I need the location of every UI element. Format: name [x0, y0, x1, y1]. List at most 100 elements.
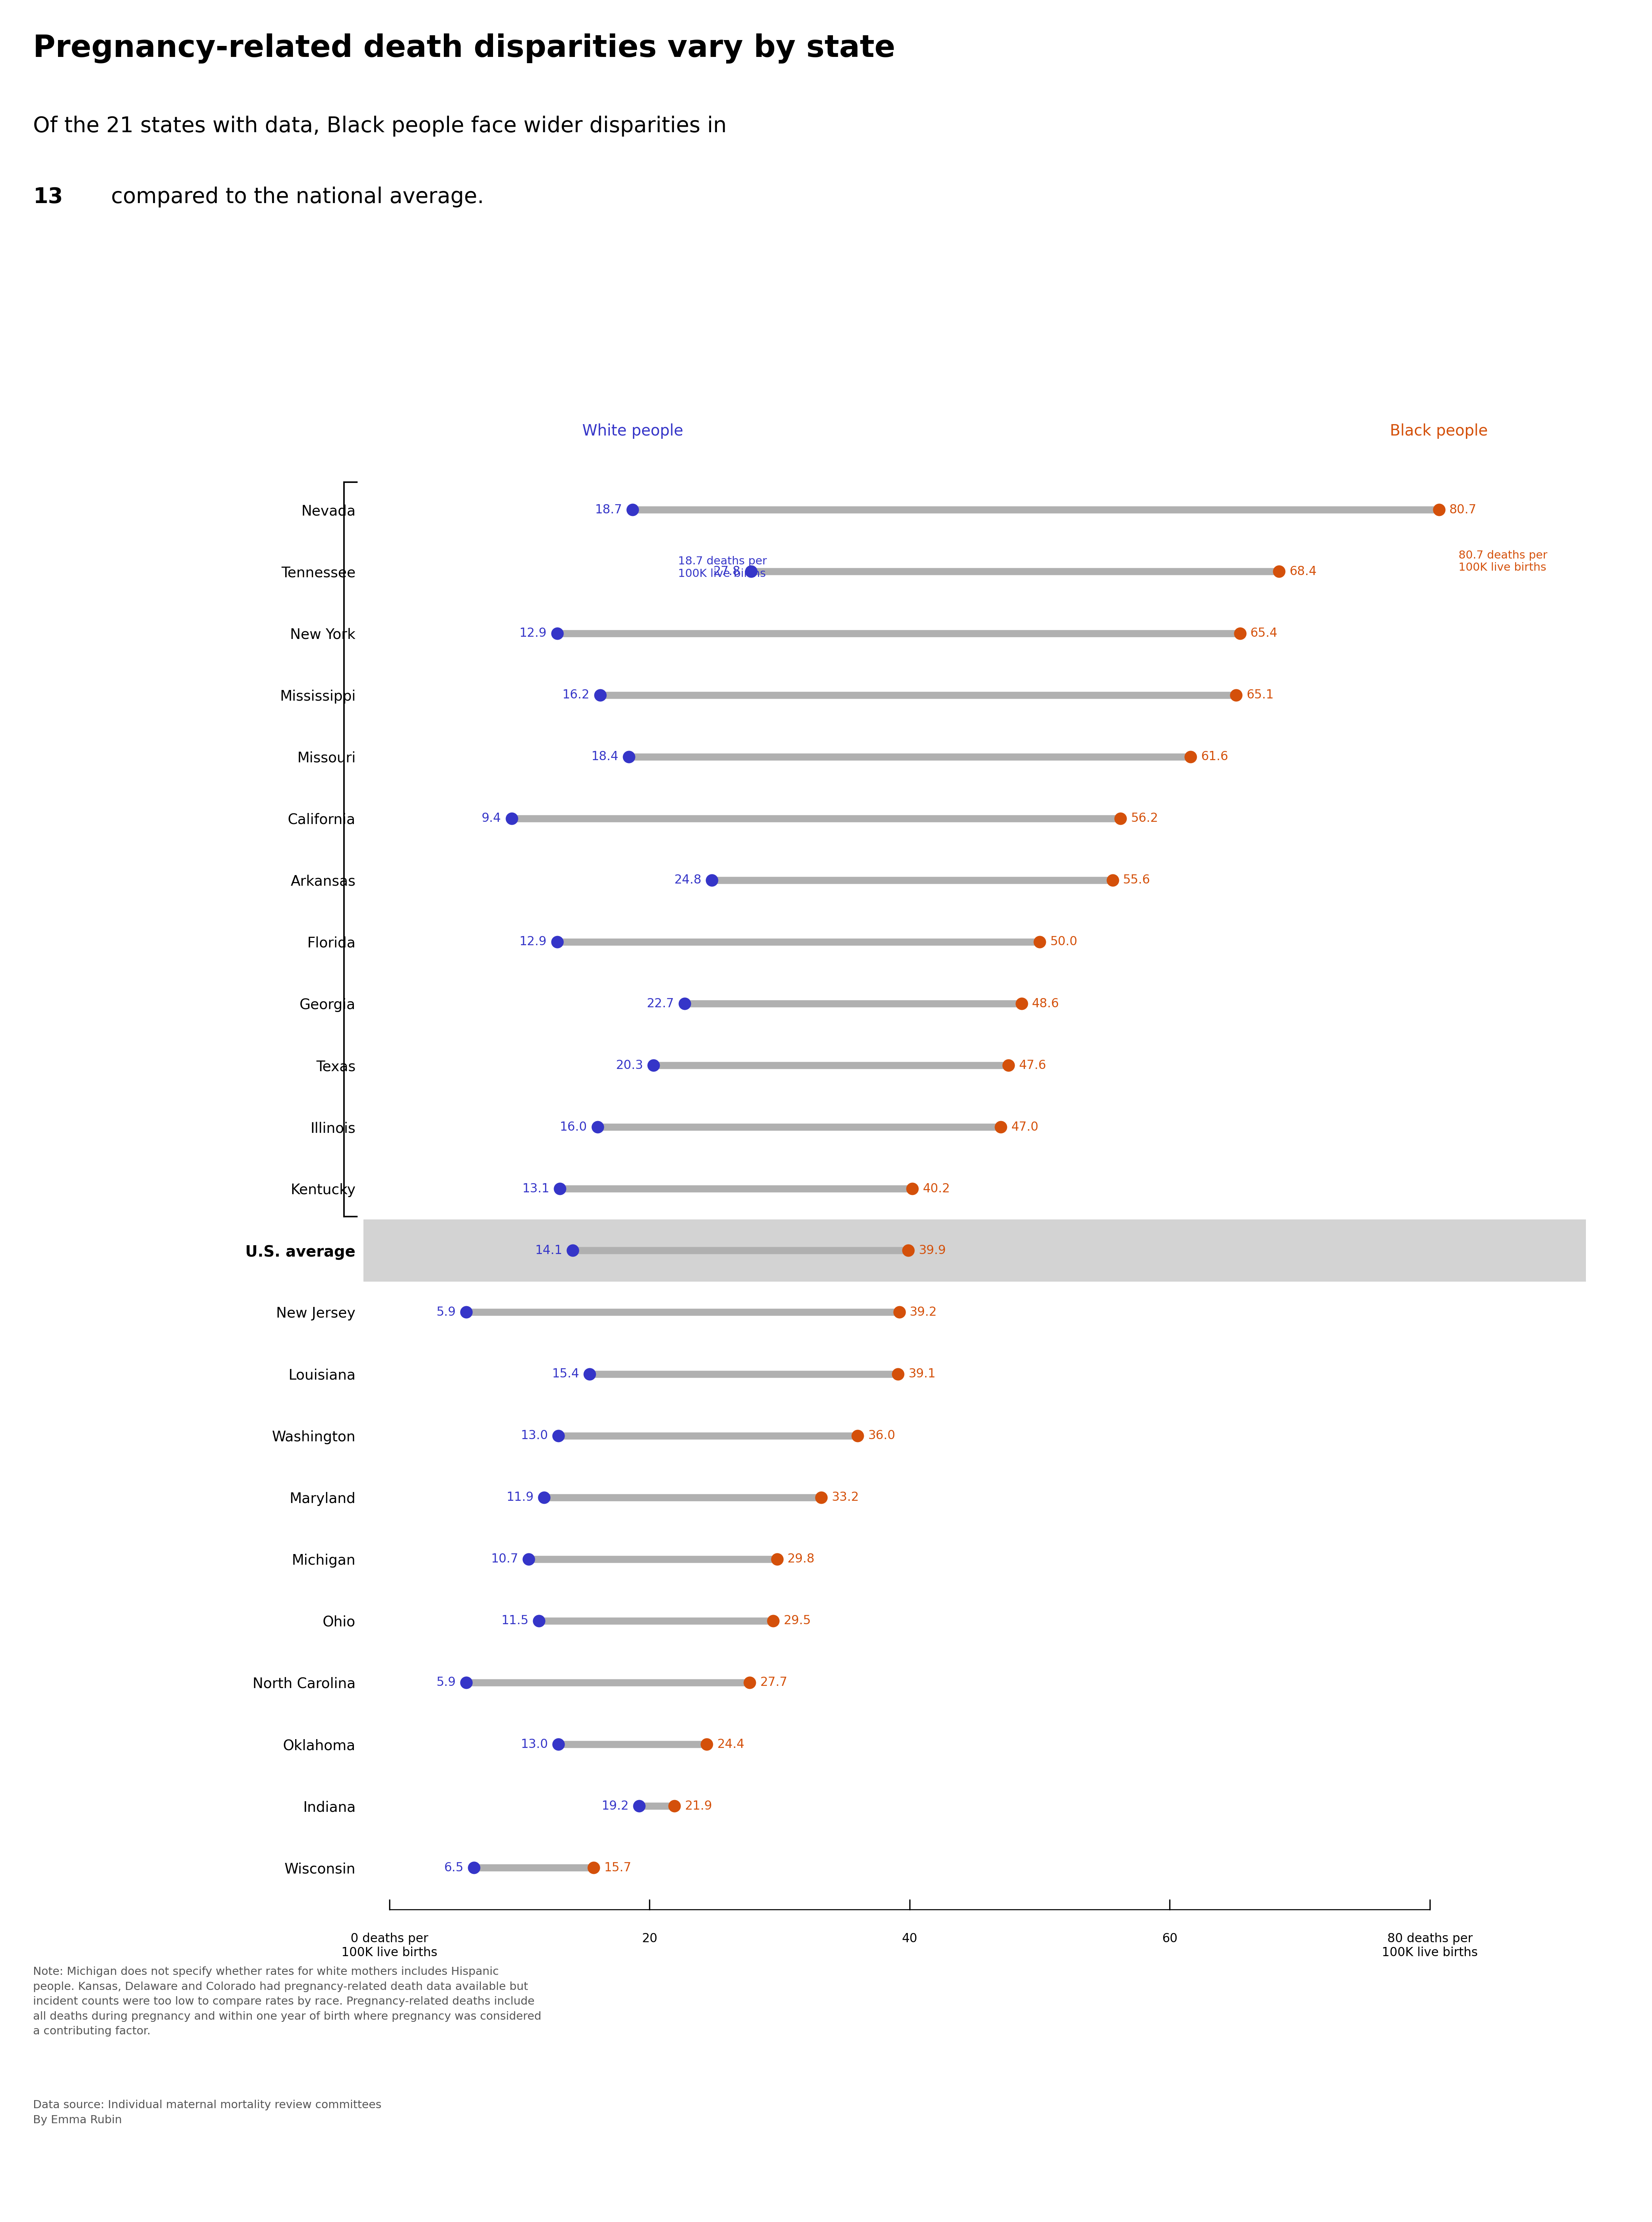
Text: Black people: Black people — [1389, 424, 1488, 440]
Point — [586, 678, 613, 713]
Text: Pregnancy-related death disparities vary by state: Pregnancy-related death disparities vary… — [33, 33, 895, 64]
Point — [808, 1480, 834, 1515]
Point — [995, 1047, 1021, 1082]
Point — [661, 1789, 687, 1824]
Text: 5.9: 5.9 — [436, 1675, 456, 1689]
Point — [547, 1171, 573, 1207]
Point — [1227, 615, 1254, 651]
Bar — [363, 1220, 1586, 1282]
Text: 20.3: 20.3 — [616, 1060, 643, 1071]
Point — [580, 1851, 606, 1886]
Text: 11.5: 11.5 — [501, 1615, 529, 1627]
Point — [1222, 678, 1249, 713]
Point — [544, 924, 570, 960]
Text: 21.9: 21.9 — [684, 1800, 712, 1813]
Point — [1178, 740, 1204, 775]
Text: 65.4: 65.4 — [1251, 627, 1277, 640]
Text: 13: 13 — [33, 187, 63, 207]
Text: 60: 60 — [1161, 1933, 1178, 1944]
Point — [585, 1109, 611, 1144]
Text: 80 deaths per
100K live births: 80 deaths per 100K live births — [1381, 1933, 1479, 1958]
Text: Data source: Individual maternal mortality review committees
By Emma Rubin: Data source: Individual maternal mortali… — [33, 2100, 382, 2124]
Text: 40.2: 40.2 — [923, 1182, 950, 1195]
Text: 39.1: 39.1 — [909, 1369, 935, 1380]
Text: 48.6: 48.6 — [1032, 998, 1059, 1009]
Text: 12.9: 12.9 — [519, 935, 547, 949]
Text: 61.6: 61.6 — [1201, 751, 1229, 762]
Text: 65.1: 65.1 — [1247, 689, 1274, 702]
Text: 18.7 deaths per
100K live births: 18.7 deaths per 100K live births — [679, 556, 767, 580]
Text: 68.4: 68.4 — [1290, 564, 1317, 578]
Text: 27.7: 27.7 — [760, 1675, 788, 1689]
Text: 12.9: 12.9 — [519, 627, 547, 640]
Text: 15.7: 15.7 — [605, 1862, 631, 1873]
Text: 39.2: 39.2 — [910, 1307, 937, 1318]
Text: 18.7: 18.7 — [595, 504, 623, 516]
Point — [738, 553, 765, 589]
Text: 56.2: 56.2 — [1130, 813, 1158, 824]
Text: 13.0: 13.0 — [520, 1429, 548, 1442]
Text: 36.0: 36.0 — [867, 1429, 895, 1442]
Text: Note: Michigan does not specify whether rates for white mothers includes Hispani: Note: Michigan does not specify whether … — [33, 1966, 542, 2038]
Text: 27.8: 27.8 — [714, 564, 740, 578]
Text: 33.2: 33.2 — [831, 1491, 859, 1504]
Text: 11.9: 11.9 — [507, 1491, 534, 1504]
Point — [560, 1233, 586, 1269]
Text: 16.0: 16.0 — [560, 1120, 586, 1133]
Text: 29.8: 29.8 — [788, 1553, 814, 1564]
Point — [1008, 987, 1034, 1022]
Point — [453, 1664, 479, 1700]
Text: 47.0: 47.0 — [1011, 1120, 1039, 1133]
Text: 16.2: 16.2 — [562, 689, 590, 702]
Point — [899, 1171, 925, 1207]
Text: 47.6: 47.6 — [1019, 1060, 1046, 1071]
Text: White people: White people — [582, 424, 684, 440]
Point — [763, 1542, 790, 1578]
Text: 14.1: 14.1 — [535, 1244, 562, 1258]
Text: 10.7: 10.7 — [491, 1553, 519, 1564]
Point — [1107, 800, 1133, 835]
Text: 20: 20 — [641, 1933, 657, 1944]
Point — [1426, 491, 1452, 527]
Point — [544, 615, 570, 651]
Text: 80.7: 80.7 — [1449, 504, 1477, 516]
Point — [1099, 862, 1125, 898]
Text: 24.4: 24.4 — [717, 1738, 745, 1751]
Point — [626, 1789, 653, 1824]
Point — [515, 1542, 542, 1578]
Point — [699, 862, 725, 898]
Point — [895, 1233, 922, 1269]
Text: 29.5: 29.5 — [783, 1615, 811, 1627]
Text: 22.7: 22.7 — [648, 998, 674, 1009]
Text: 80.7 deaths per
100K live births: 80.7 deaths per 100K live births — [1459, 551, 1548, 573]
Point — [499, 800, 525, 835]
Point — [1265, 553, 1292, 589]
Text: 50.0: 50.0 — [1051, 935, 1077, 949]
Text: 5.9: 5.9 — [436, 1307, 456, 1318]
Text: compared to the national average.: compared to the national average. — [104, 187, 484, 207]
Point — [616, 740, 643, 775]
Point — [545, 1726, 572, 1762]
Point — [885, 1355, 912, 1391]
Point — [453, 1295, 479, 1331]
Text: 39.9: 39.9 — [919, 1244, 947, 1258]
Point — [737, 1664, 763, 1700]
Point — [1026, 924, 1052, 960]
Point — [525, 1602, 552, 1638]
Text: 19.2: 19.2 — [601, 1800, 629, 1813]
Point — [620, 491, 646, 527]
Text: 40: 40 — [902, 1933, 917, 1944]
Text: 55.6: 55.6 — [1123, 873, 1150, 887]
Point — [530, 1480, 557, 1515]
Point — [461, 1851, 487, 1886]
Point — [844, 1418, 871, 1453]
Point — [760, 1602, 786, 1638]
Text: 0 deaths per
100K live births: 0 deaths per 100K live births — [342, 1933, 438, 1958]
Text: 13.0: 13.0 — [520, 1738, 548, 1751]
Text: 18.4: 18.4 — [591, 751, 618, 762]
Point — [577, 1355, 603, 1391]
Text: 6.5: 6.5 — [444, 1862, 464, 1873]
Point — [988, 1109, 1014, 1144]
Text: 24.8: 24.8 — [674, 873, 702, 887]
Text: 13.1: 13.1 — [522, 1182, 550, 1195]
